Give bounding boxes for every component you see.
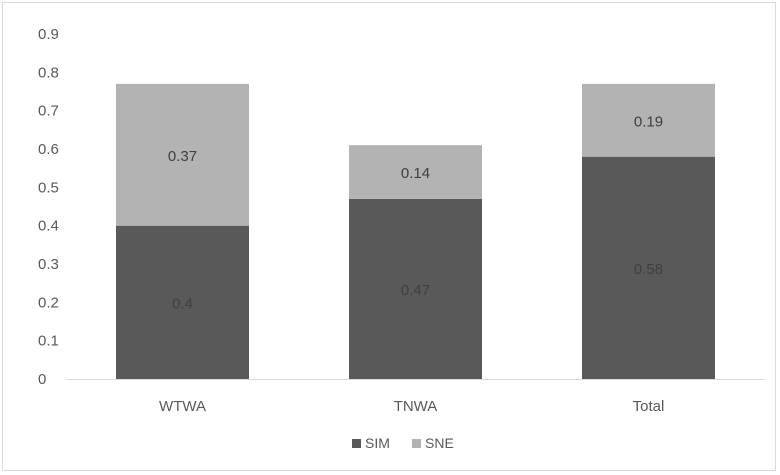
category-label: TNWA — [394, 398, 438, 415]
bar-sim-total — [582, 156, 715, 379]
bar-sne-tnwa — [349, 145, 482, 199]
y-tick-label: 0.1 — [38, 333, 59, 350]
bar-sim-tnwa — [349, 198, 482, 379]
y-tick-label: 0.7 — [38, 103, 59, 120]
y-tick-label: 0 — [38, 371, 46, 388]
y-tick-label: 0.8 — [38, 64, 59, 81]
y-tick-label: 0.6 — [38, 141, 59, 158]
y-tick-label: 0.9 — [38, 26, 59, 43]
data-label: 0.37 — [168, 148, 197, 165]
data-label: 0.14 — [401, 165, 430, 182]
data-label: 0.47 — [401, 282, 430, 299]
data-label: 0.4 — [172, 295, 193, 312]
bar-sne-wtwa — [116, 83, 249, 226]
legend-label: SNE — [425, 435, 454, 451]
data-label: 0.19 — [634, 113, 663, 130]
category-label: WTWA — [159, 398, 206, 415]
y-tick-label: 0.4 — [38, 218, 59, 235]
data-label: 0.58 — [634, 261, 663, 278]
y-tick-label: 0.2 — [38, 294, 59, 311]
legend-swatch-sne — [412, 439, 421, 448]
category-label: Total — [633, 398, 665, 415]
bar-sim-wtwa — [116, 225, 249, 379]
y-tick-label: 0.3 — [38, 256, 59, 273]
legend-label: SIM — [365, 435, 390, 451]
bar-sne-total — [582, 83, 715, 157]
legend-swatch-sim — [352, 439, 361, 448]
y-tick-label: 0.5 — [38, 179, 59, 196]
